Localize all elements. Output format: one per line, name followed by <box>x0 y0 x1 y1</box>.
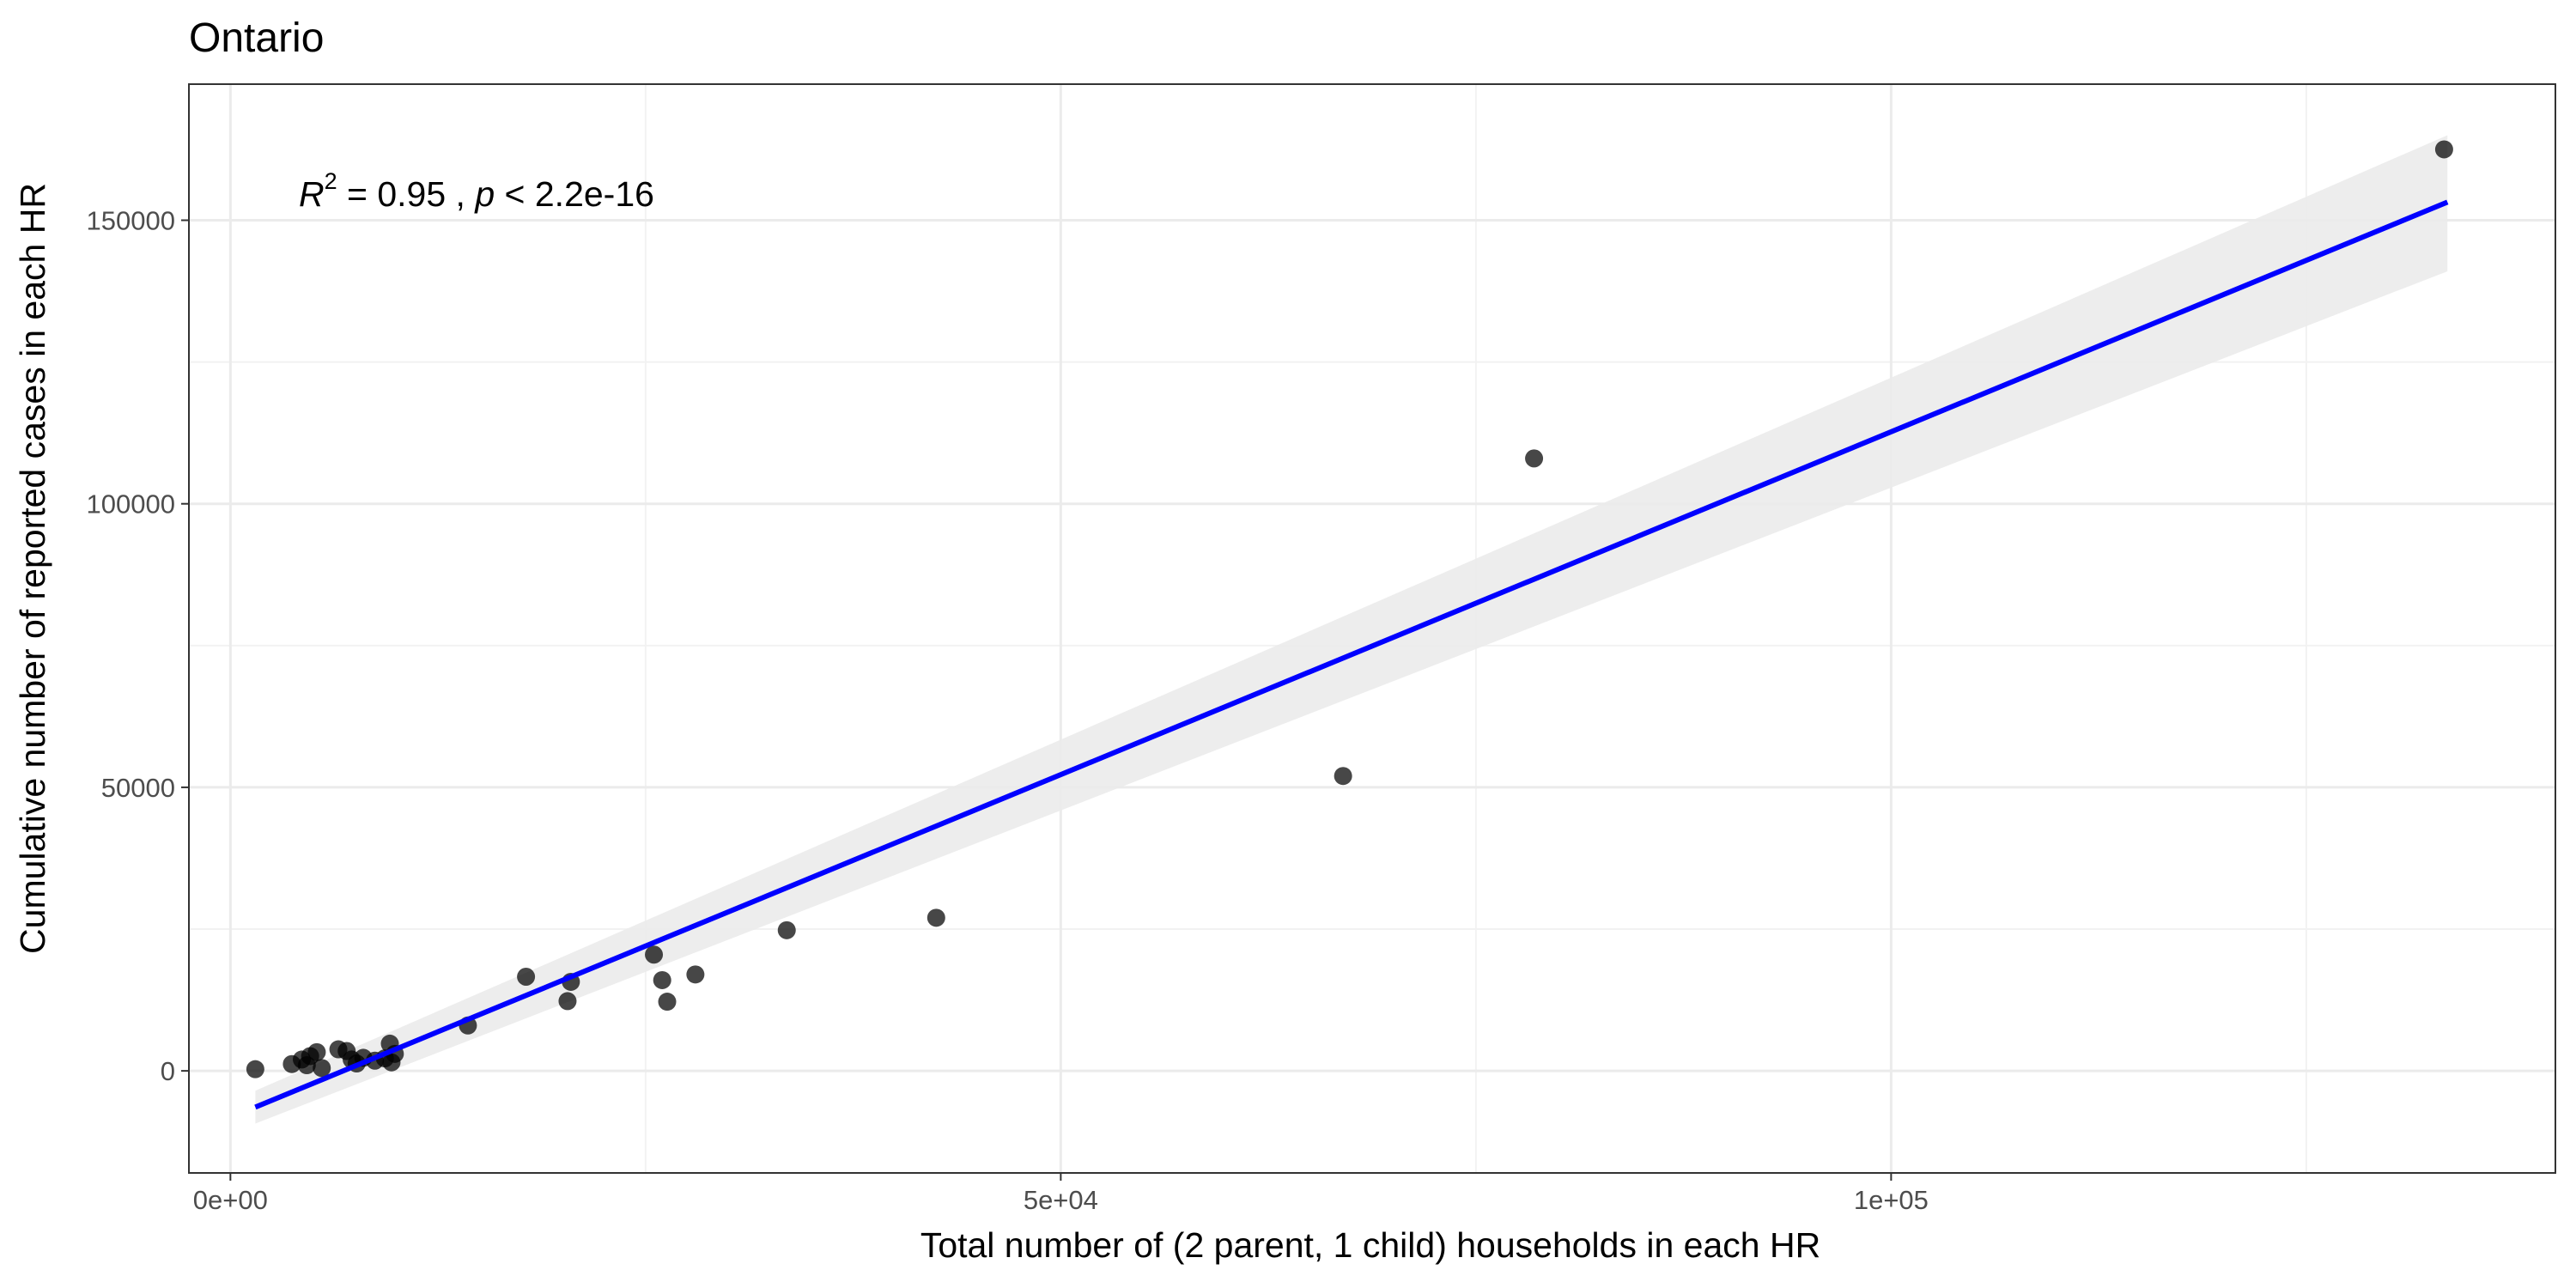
data-point <box>1334 767 1352 786</box>
data-point <box>658 993 677 1012</box>
y-axis-title: Cumulative number of reported cases in e… <box>13 183 52 954</box>
chart-title: Ontario <box>189 15 324 61</box>
r2-p-annotation: R2 = 0.95 , p < 2.2e-16 <box>299 168 654 214</box>
data-point <box>517 967 536 986</box>
y-tick-label: 100000 <box>87 489 175 519</box>
r-exponent: 2 <box>325 168 337 194</box>
data-point <box>313 1059 331 1078</box>
y-tick-label: 50000 <box>101 773 175 803</box>
plot-panel-border <box>188 83 2556 1174</box>
x-tick-label: 0e+00 <box>193 1185 268 1215</box>
data-point <box>246 1060 264 1078</box>
x-tick-label: 5e+04 <box>1024 1185 1098 1215</box>
x-axis-ticks: 0e+00 5e+04 1e+05 <box>193 1173 1929 1215</box>
data-point <box>2434 140 2453 159</box>
data-point <box>686 965 705 984</box>
regression-line <box>254 199 2449 1110</box>
y-tick-label: 0 <box>161 1056 175 1086</box>
data-point <box>653 970 671 989</box>
y-tick-label: 150000 <box>87 206 175 236</box>
r2-value: = 0.95 , <box>337 174 476 214</box>
fit-line-layer <box>254 199 2449 1110</box>
data-point <box>307 1042 326 1061</box>
data-point <box>1525 449 1544 468</box>
r-symbol: R <box>299 174 325 214</box>
data-point <box>927 908 945 927</box>
x-axis-title: Total number of (2 parent, 1 child) hous… <box>920 1225 1820 1265</box>
data-points <box>246 140 2453 1078</box>
data-point <box>645 945 664 964</box>
data-point <box>297 1056 316 1075</box>
confidence-band-layer <box>255 135 2448 1124</box>
confidence-band <box>255 135 2448 1124</box>
data-point <box>777 920 796 939</box>
x-tick-label: 1e+05 <box>1854 1185 1929 1215</box>
y-axis-ticks: 0 50000 100000 150000 <box>87 206 189 1086</box>
data-point <box>558 992 577 1011</box>
p-symbol: p <box>473 174 495 214</box>
p-value: < 2.2e-16 <box>495 174 654 214</box>
